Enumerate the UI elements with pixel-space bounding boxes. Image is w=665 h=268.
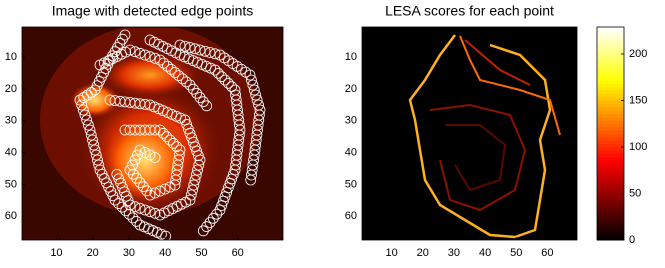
x-tick-label: 40 — [479, 247, 491, 259]
colorbar-cell — [597, 104, 624, 108]
colorbar-cell — [597, 223, 624, 227]
y-tick-label: 50 — [345, 178, 357, 190]
page: {"chart_data": [ {"type": "image", "titl… — [0, 0, 665, 268]
colorbar-cell — [597, 90, 624, 94]
y-tick-label: 50 — [5, 178, 17, 190]
figure: Image with detected edge points 10 20 30 40 5… — [0, 0, 665, 263]
colorbar-cell — [597, 27, 624, 31]
x-tick-label: 30 — [123, 247, 135, 259]
colorbar-cell — [597, 153, 624, 157]
colorbar-cell — [597, 203, 624, 207]
colorbar-cell — [597, 167, 624, 171]
x-tick-label: 20 — [87, 247, 99, 259]
colorbar-cell — [597, 84, 624, 88]
colorbar-cell — [597, 120, 624, 124]
colorbar-cell — [597, 87, 624, 91]
colorbar-cell — [597, 97, 624, 101]
colorbar-cell — [597, 64, 624, 68]
colorbar-cell — [597, 213, 624, 217]
colorbar-cell — [597, 57, 624, 61]
colorbar-cell — [597, 217, 624, 221]
y-tick-label: 10 — [345, 51, 357, 63]
colorbar-cell — [597, 143, 624, 147]
colorbar-cell — [597, 70, 624, 74]
colorbar-cell — [597, 107, 624, 111]
colorbar-cell — [597, 40, 624, 44]
colorbar-cell — [597, 233, 624, 237]
colorbar-cell — [597, 30, 624, 34]
colorbar-cell — [597, 230, 624, 234]
colorbar-cell — [597, 173, 624, 177]
score-image — [362, 27, 577, 240]
x-tick-label: 60 — [232, 247, 244, 259]
colorbar-cell — [597, 190, 624, 194]
colorbar-cell — [597, 183, 624, 187]
colorbar-cell — [597, 193, 624, 197]
colorbar-cell — [597, 157, 624, 161]
colorbar-tick-label: 150 — [629, 94, 647, 106]
colorbar-cell — [597, 220, 624, 224]
colorbar-cell — [597, 200, 624, 204]
colorbar-cell — [597, 160, 624, 164]
x-tick-label: 50 — [510, 247, 522, 259]
colorbar-cell — [597, 114, 624, 118]
colorbar-cell — [597, 197, 624, 201]
colorbar-tick-label: 200 — [629, 48, 647, 60]
colorbar-cell — [597, 207, 624, 211]
colorbar-cell — [597, 37, 624, 41]
colorbar-cell — [597, 67, 624, 71]
x-tick-label: 10 — [50, 247, 62, 259]
colorbar-cell — [597, 47, 624, 51]
y-tick-label: 40 — [5, 146, 17, 158]
colorbar-cell — [597, 170, 624, 174]
colorbar-tick-label: 0 — [629, 234, 635, 246]
colorbar-cell — [597, 137, 624, 141]
x-tick-label: 50 — [195, 247, 207, 259]
y-tick-label: 10 — [5, 51, 17, 63]
chart-title: Image with detected edge points — [52, 3, 254, 19]
colorbar-cell — [597, 187, 624, 191]
y-tick-label: 30 — [345, 115, 357, 127]
colorbar-cell — [597, 44, 624, 48]
colorbar-cell — [597, 110, 624, 114]
colorbar-cell — [597, 150, 624, 154]
colorbar-cell — [597, 60, 624, 64]
chart-title: LESA scores for each point — [385, 3, 554, 19]
colorbar-cell — [597, 34, 624, 38]
y-tick-label: 20 — [5, 83, 17, 95]
colorbar-cell — [597, 210, 624, 214]
x-tick-label: 20 — [417, 247, 429, 259]
colorbar-cell — [597, 80, 624, 84]
colorbar-cell — [597, 130, 624, 134]
colorbar-tick-label: 100 — [629, 141, 647, 153]
colorbar-cell — [597, 74, 624, 78]
y-tick-label: 30 — [5, 115, 17, 127]
colorbar-cell — [597, 94, 624, 98]
colorbar-cell — [597, 50, 624, 54]
colorbar-cell — [597, 127, 624, 131]
x-tick-label: 30 — [448, 247, 460, 259]
colorbar-cell — [597, 54, 624, 58]
colorbar-cell — [597, 180, 624, 184]
x-tick-label: 40 — [159, 247, 171, 259]
x-tick-label: 60 — [541, 247, 553, 259]
x-tick-label: 10 — [385, 247, 397, 259]
colorbar-tick-label: 50 — [629, 187, 641, 199]
colorbar-cell — [597, 177, 624, 181]
colorbar-cell — [597, 163, 624, 167]
colorbar-cell — [597, 227, 624, 231]
y-tick-label: 20 — [345, 83, 357, 95]
y-tick-label: 60 — [5, 210, 17, 222]
colorbar-cell — [597, 117, 624, 121]
y-tick-label: 40 — [345, 146, 357, 158]
colorbar-cell — [597, 124, 624, 128]
y-tick-label: 60 — [345, 210, 357, 222]
colorbar-cell — [597, 134, 624, 138]
colorbar-cell — [597, 77, 624, 81]
colorbar-cell — [597, 147, 624, 151]
colorbar-cell — [597, 100, 624, 104]
colorbar-cell — [597, 140, 624, 144]
